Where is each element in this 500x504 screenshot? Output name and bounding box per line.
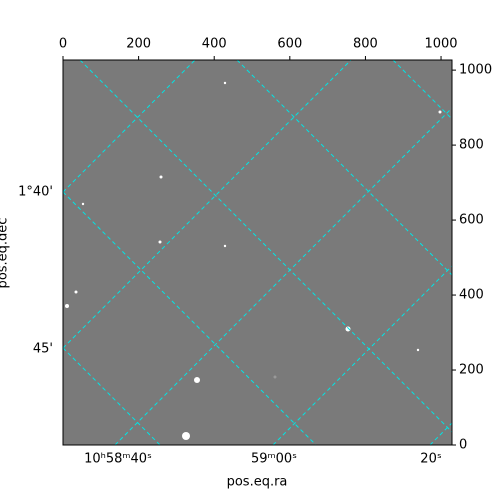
grid-line (62, 59, 352, 349)
ra-tick-label: 20ˢ (420, 452, 442, 467)
stars (65, 81, 442, 440)
grid-line (79, 59, 453, 433)
star (65, 304, 69, 308)
star (273, 375, 277, 379)
dec-tick-label: 45' (33, 342, 53, 357)
y-tick-label: 200 (459, 363, 484, 378)
star (158, 240, 162, 244)
y-tick-label: 400 (459, 288, 484, 303)
frame (62, 59, 453, 446)
grid-line (429, 422, 453, 446)
star (223, 244, 227, 248)
y-tick-label: 600 (459, 213, 484, 228)
x-tick-label: 200 (126, 37, 151, 52)
grid-line (236, 59, 453, 276)
star (81, 202, 85, 206)
star (416, 348, 420, 352)
y-tick-label: 0 (459, 438, 467, 453)
x-axis-label: pos.eq.ra (227, 475, 288, 490)
ra-tick-label: 10ʰ58ᵐ40ˢ (84, 452, 152, 467)
y-tick-label: 1000 (459, 63, 492, 78)
grid-line (62, 347, 161, 446)
star (194, 377, 200, 383)
grid-line (62, 191, 317, 446)
x-tick-label: 1000 (424, 37, 457, 52)
y-tick-label: 800 (459, 138, 484, 153)
x-tick-label: 600 (277, 37, 302, 52)
image (63, 60, 452, 445)
star (345, 326, 351, 332)
ra-tick-label: 59ᵐ00ˢ (251, 452, 297, 467)
grid-line (272, 265, 453, 446)
grid-line (114, 107, 453, 446)
star (74, 290, 78, 294)
star (438, 110, 442, 114)
x-tick-label: 800 (353, 37, 378, 52)
star (159, 175, 163, 179)
grid-line (62, 59, 196, 193)
coordinate-grid (62, 59, 453, 446)
star (223, 81, 227, 85)
dec-tick-label: 1°40' (18, 185, 53, 200)
x-tick-label: 400 (202, 37, 227, 52)
y-axis-label: pos.eq.dec (0, 218, 11, 289)
star (182, 432, 190, 440)
x-tick-label: 0 (59, 37, 67, 52)
